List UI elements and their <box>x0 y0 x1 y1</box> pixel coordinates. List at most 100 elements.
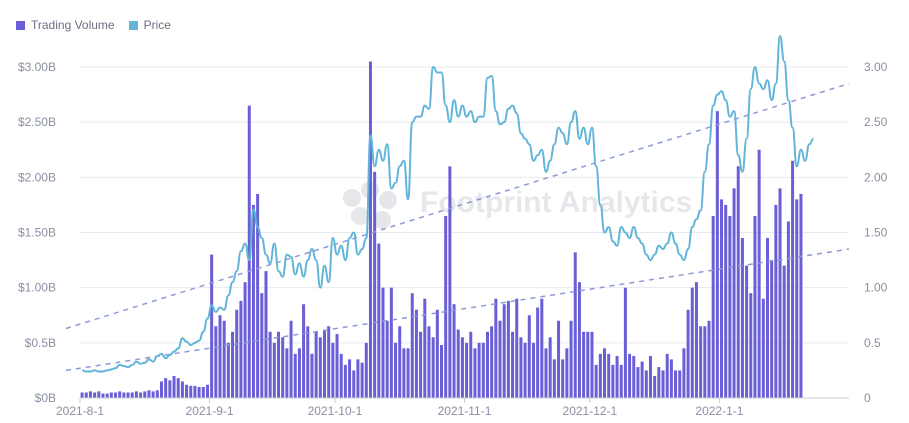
volume-bar <box>724 204 728 398</box>
volume-bar <box>569 320 573 398</box>
volume-bar <box>648 356 652 398</box>
volume-bar <box>615 356 619 398</box>
volume-bar <box>531 342 535 398</box>
left-axis-tick-label: $3.00B <box>18 60 56 74</box>
volume-bar <box>277 331 281 398</box>
volume-bar <box>619 364 623 398</box>
volume-bar <box>80 392 84 398</box>
price-trend <box>65 82 850 330</box>
volume-bar <box>205 384 209 398</box>
volume-bar <box>410 293 414 398</box>
volume-bar <box>147 390 151 398</box>
volume-bar <box>285 348 289 398</box>
volume-bar <box>130 392 134 398</box>
volume-bar <box>180 381 184 398</box>
volume-bar <box>465 342 469 398</box>
volume-bar <box>736 166 740 398</box>
volume-bar <box>490 326 494 398</box>
volume-bar <box>139 392 143 398</box>
volume-bar <box>297 348 301 398</box>
volume-bar <box>799 193 803 398</box>
volume-bar <box>143 391 147 398</box>
volume-bar <box>623 287 627 398</box>
volume-bar <box>586 331 590 398</box>
volume-bar <box>770 260 774 398</box>
x-axis-ticks: 2021-8-1 2021-9-1 2021-10-1 2021-11-1 2021-1… <box>56 397 849 418</box>
volume-bar <box>774 204 778 398</box>
volume-bar <box>114 392 118 398</box>
volume-bar <box>791 160 795 398</box>
volume-bar <box>381 287 385 398</box>
legend-item-price[interactable]: Price <box>128 18 171 32</box>
volume-bar <box>477 342 481 398</box>
volume-bar <box>636 367 640 398</box>
right-axis-tick-label: 0.5 <box>864 336 881 350</box>
volume-bar <box>440 345 444 398</box>
volume-bar <box>368 61 372 398</box>
volume-bar <box>552 359 556 398</box>
left-axis-tick-label: $1.50B <box>18 226 56 240</box>
volume-bar <box>502 304 506 398</box>
volume-bar <box>653 375 657 398</box>
volume-bar <box>360 362 364 398</box>
volume-bar <box>105 393 109 398</box>
volume-bar <box>711 215 715 398</box>
legend-item-volume[interactable]: Trading Volume <box>16 18 115 32</box>
volume-bar <box>88 391 92 398</box>
volume-bar <box>690 287 694 398</box>
volume-bar <box>272 342 276 398</box>
volume-bar <box>694 282 698 398</box>
volume-bar <box>414 309 418 398</box>
volume-bar <box>322 329 326 398</box>
volume-bar <box>598 353 602 398</box>
volume-bar <box>485 331 489 398</box>
volume-bar <box>757 149 761 398</box>
volume-bar <box>536 307 540 398</box>
price-series-line <box>82 35 814 373</box>
volume-bar <box>251 204 255 398</box>
volume-bar <box>753 215 757 398</box>
watermark-logo-dot <box>373 211 391 229</box>
volume-bar <box>289 320 293 398</box>
volume-bar <box>339 353 343 398</box>
volume-bar <box>573 252 577 398</box>
volume-bars <box>80 61 803 398</box>
volume-bar <box>749 293 753 398</box>
volume-bar <box>590 331 594 398</box>
volume-bar <box>318 337 322 398</box>
volume-bar <box>786 221 790 398</box>
legend-swatch-volume <box>16 20 25 30</box>
volume-bar <box>657 367 661 398</box>
volume-bar <box>293 353 297 398</box>
volume-bar <box>582 331 586 398</box>
volume-bar <box>97 391 101 398</box>
x-axis-tick-label: 2021-9-1 <box>186 404 234 418</box>
legend-label-price: Price <box>143 18 171 32</box>
volume-bar <box>260 293 264 398</box>
x-axis-tick-label: 2021-11-1 <box>438 404 492 418</box>
volume-bar <box>544 348 548 398</box>
volume-bar <box>427 326 431 398</box>
volume-bar <box>745 265 749 398</box>
volume-bar <box>402 348 406 398</box>
volume-bar <box>398 326 402 398</box>
volume-bar <box>435 309 439 398</box>
left-axis-tick-label: $1.00B <box>18 281 56 295</box>
volume-bar <box>306 326 310 398</box>
volume-bar <box>281 337 285 398</box>
volume-bar <box>669 359 673 398</box>
volume-bar <box>264 271 268 398</box>
watermark-logo-dot <box>351 207 369 225</box>
volume-bar <box>352 370 356 398</box>
volume-bar <box>720 199 724 398</box>
volume-bar <box>715 111 719 398</box>
volume-bar <box>189 385 193 398</box>
volume-bar <box>214 326 218 398</box>
x-axis-tick-label: 2021-12-1 <box>563 404 618 418</box>
volume-bar <box>761 298 765 398</box>
volume-bar <box>740 238 744 398</box>
left-axis-tick-label: $2.50B <box>18 115 56 129</box>
volume-bar <box>134 391 138 398</box>
volume-bar <box>557 320 561 398</box>
